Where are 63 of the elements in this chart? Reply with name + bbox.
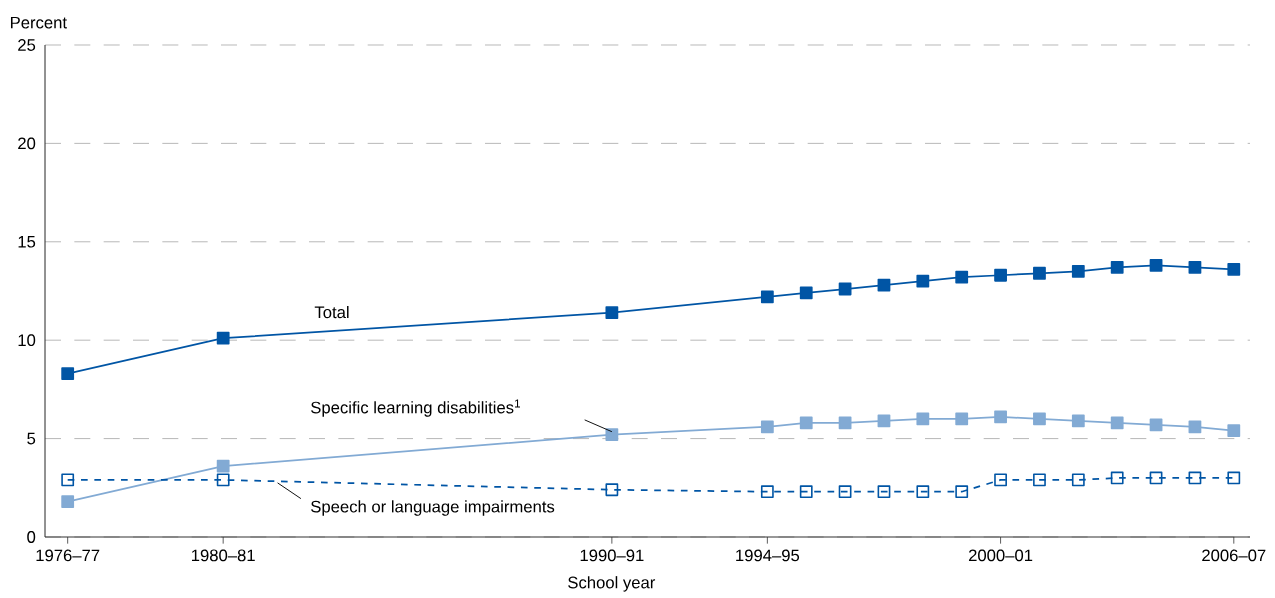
point [877,485,891,499]
point [605,306,619,320]
x-tick-label: 2000–01 [968,549,1033,562]
point [216,459,230,473]
point [1110,416,1124,430]
point [605,483,619,497]
y-tick-label: 25 [18,39,36,51]
point [1149,259,1163,272]
point [216,473,230,487]
point [1149,418,1163,432]
y-axis-title: Percent [10,16,67,29]
point [605,428,619,442]
point [916,274,930,288]
point [955,412,969,426]
point [760,485,774,499]
point [994,410,1007,424]
point [994,473,1007,487]
point [1188,471,1202,485]
point [838,416,852,430]
x-tick-label: 1976–77 [36,549,100,562]
series-label: Total [314,305,349,319]
x-tick-label: 1994–95 [736,549,800,562]
point [1071,414,1085,428]
point [1071,264,1085,278]
series-label: Speech or language impairments [311,500,555,516]
y-tick-label: 20 [18,137,36,150]
point [760,290,774,304]
point [1188,260,1202,274]
y-tick-label: 5 [27,432,36,445]
point [955,270,969,284]
point [877,414,891,428]
point [1110,260,1124,274]
point [1033,266,1046,280]
point [1110,471,1124,485]
point [61,367,75,381]
point [1071,473,1085,487]
point [1227,424,1241,438]
x-tick-label: 2006–07 [1202,549,1266,562]
point [916,485,930,499]
point [799,485,813,499]
point [916,412,930,426]
point [1149,471,1163,485]
point [216,331,230,345]
point [799,286,813,300]
point [61,473,75,487]
point [1033,412,1046,426]
x-axis-title: School year [568,576,656,592]
point [994,268,1007,282]
point [1227,262,1241,276]
point [61,495,75,508]
point [799,416,813,430]
y-tick-label: 10 [18,334,36,347]
point [1227,471,1241,485]
x-tick-label: 1990–91 [580,549,644,562]
x-tick-label: 1980–81 [192,549,255,562]
point [760,420,774,434]
point [955,485,969,499]
series-label: Specific learning disabilities$^{1}$ [311,399,520,417]
y-tick-label: 0 [27,531,36,543]
point [1033,473,1046,487]
y-tick-label: 15 [18,235,36,248]
point [838,485,852,499]
point [1188,420,1202,434]
